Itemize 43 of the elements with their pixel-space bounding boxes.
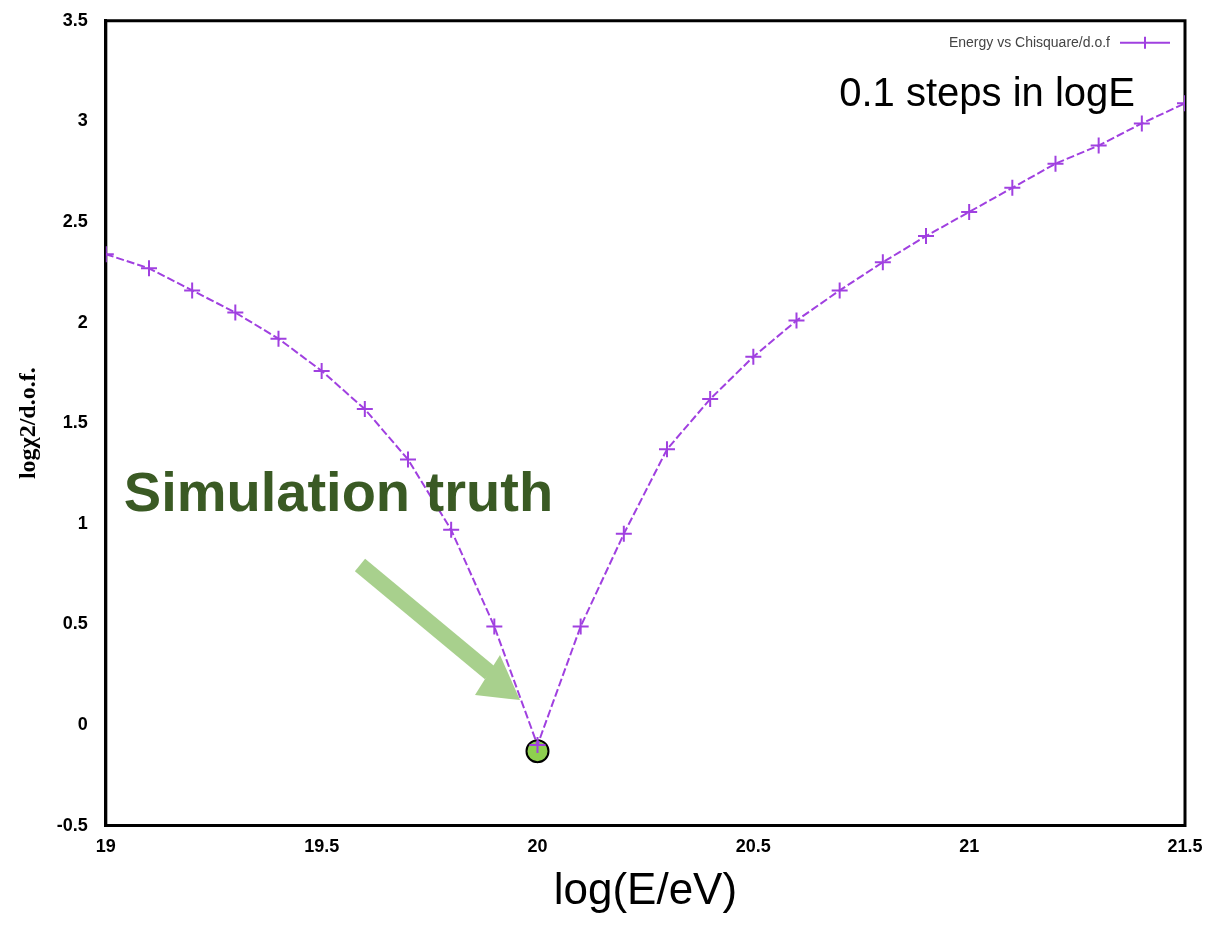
y-tick-label: -0.5 bbox=[56, 814, 88, 835]
point bbox=[787, 311, 806, 330]
y-tick-label: 0.5 bbox=[62, 613, 88, 634]
point bbox=[873, 253, 892, 272]
x-tick-label: 21.5 bbox=[1167, 836, 1203, 857]
x-tick-label: 19 bbox=[95, 836, 116, 857]
point bbox=[1132, 114, 1151, 133]
point bbox=[614, 524, 633, 543]
x-tick-label: 20.5 bbox=[735, 836, 771, 857]
point bbox=[442, 520, 461, 539]
point bbox=[312, 361, 331, 380]
point bbox=[960, 202, 979, 221]
point bbox=[139, 259, 158, 278]
point bbox=[1046, 154, 1065, 173]
point bbox=[701, 390, 720, 409]
x-tick-label: 19.5 bbox=[304, 836, 340, 857]
point bbox=[355, 400, 374, 419]
annotation: 0.1 steps in logE bbox=[839, 69, 1135, 114]
point bbox=[830, 281, 849, 300]
point bbox=[744, 347, 763, 366]
point bbox=[1089, 136, 1108, 155]
y-axis-title: logχ2/d.o.f. bbox=[13, 367, 40, 480]
point bbox=[657, 440, 676, 459]
annotation: Simulation truth bbox=[123, 459, 554, 523]
x-axis-title: log(E/eV) bbox=[553, 863, 738, 913]
y-tick-label: 2 bbox=[77, 311, 88, 332]
x-tick-label: 21 bbox=[959, 836, 980, 857]
x-tick-label: 20 bbox=[527, 836, 548, 857]
point bbox=[571, 617, 590, 636]
legend-label: Energy vs Chisquare/d.o.f bbox=[948, 33, 1111, 50]
y-tick-label: 3 bbox=[77, 110, 88, 131]
point bbox=[1003, 178, 1022, 197]
y-tick-label: 2.5 bbox=[62, 210, 88, 231]
point bbox=[269, 329, 288, 348]
y-tick-label: 1 bbox=[77, 512, 88, 533]
y-tick-label: 3.5 bbox=[62, 9, 88, 30]
point bbox=[226, 303, 245, 322]
point bbox=[917, 227, 935, 246]
point bbox=[183, 281, 202, 300]
y-tick-label: 0 bbox=[77, 713, 88, 734]
point bbox=[485, 617, 504, 636]
point bbox=[398, 450, 417, 469]
y-tick-label: 1.5 bbox=[62, 412, 88, 433]
